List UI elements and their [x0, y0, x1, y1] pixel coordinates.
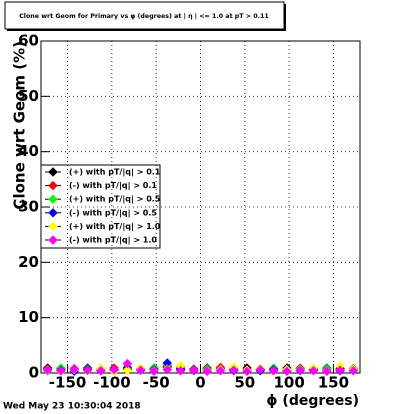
data-point	[202, 366, 212, 377]
y-tick-label: 60	[18, 32, 39, 50]
data-point	[56, 366, 66, 376]
data-point	[242, 366, 252, 377]
data-point	[69, 364, 79, 374]
data-point	[109, 364, 119, 375]
data-point	[162, 364, 172, 375]
data-point	[122, 358, 133, 369]
legend-marker	[48, 221, 58, 232]
data-point	[335, 365, 345, 375]
data-point	[229, 365, 239, 375]
data-point	[96, 366, 106, 376]
data-point	[348, 366, 359, 376]
legend-label: (+) with pT/|q| > 0.1	[69, 168, 161, 177]
legend-label: (-) with pT/|q| > 0.5	[69, 208, 157, 217]
data-point	[215, 366, 226, 376]
legend-label: (-) with pT/|q| > 0.1	[69, 181, 157, 190]
legend-marker	[48, 235, 58, 245]
x-tick-label: -50	[143, 374, 170, 392]
legend: (+) with pT/|q| > 0.1 (-) with pT/|q| > 0…	[40, 164, 161, 249]
legend-box	[40, 164, 161, 249]
x-tick-label: -150	[49, 374, 87, 392]
data-point	[189, 365, 199, 375]
y-tick-label: 20	[18, 253, 39, 271]
timestamp: Wed May 23 10:30:04 2018	[3, 402, 141, 412]
data-point	[322, 366, 332, 377]
x-tick-label: 100	[273, 374, 304, 392]
y-tick-label: 10	[18, 308, 39, 326]
data-point	[42, 364, 53, 375]
data-point	[149, 366, 159, 377]
y-tick-label: 50	[18, 87, 39, 105]
legend-label: (+) with pT/|q| > 0.5	[69, 195, 161, 204]
data-point	[255, 364, 266, 375]
legend-marker	[48, 180, 58, 191]
legend-marker	[48, 194, 58, 204]
data-point	[82, 365, 93, 375]
legend-marker	[48, 208, 58, 218]
legend-marker	[48, 167, 58, 177]
title-box	[4, 1, 285, 30]
x-tick-label: -100	[93, 374, 131, 392]
legend-label: (+) with pT/|q| > 1.0	[69, 222, 161, 231]
data-point	[122, 365, 133, 375]
x-tick-label: 150	[318, 374, 349, 392]
x-tick-label: 0	[195, 374, 205, 392]
data-point	[135, 365, 146, 375]
y-axis-label: Clone wrt Geom (%)	[11, 41, 29, 210]
legend-label: (-) with pT/|q| > 1.0	[69, 236, 157, 245]
data-point	[282, 366, 292, 377]
y-tick-label: 30	[18, 198, 39, 216]
x-axis-label: ϕ (degrees)	[266, 393, 359, 409]
y-tick-label: 40	[18, 142, 39, 160]
data-point	[295, 365, 305, 375]
data-point	[175, 366, 186, 376]
y-tick-label: 0	[29, 364, 39, 382]
chart-title: Clone wrt Geom for Primary vs φ (degrees…	[19, 13, 269, 21]
data-point	[268, 366, 279, 376]
data-point	[308, 366, 319, 376]
x-tick-label: 50	[234, 374, 255, 392]
